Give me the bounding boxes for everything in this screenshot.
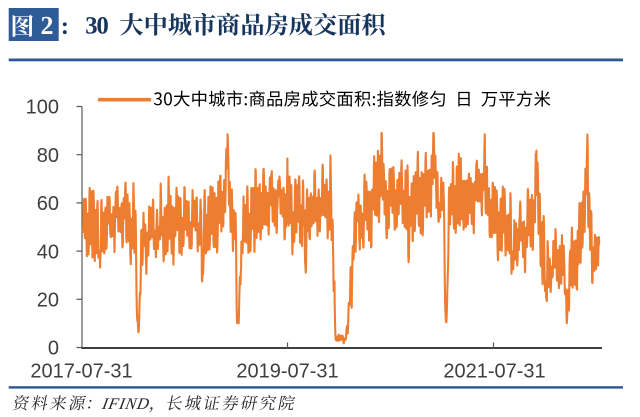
svg-text:2019-07-31: 2019-07-31 (236, 360, 338, 382)
svg-text:60: 60 (37, 193, 59, 215)
svg-text:0: 0 (48, 338, 59, 360)
svg-text:20: 20 (37, 290, 59, 312)
svg-text:2017-07-31: 2017-07-31 (30, 360, 132, 382)
svg-text:40: 40 (37, 241, 59, 263)
svg-text:2021-07-31: 2021-07-31 (443, 360, 545, 382)
svg-text:100: 100 (26, 97, 59, 119)
svg-text:80: 80 (37, 145, 59, 167)
